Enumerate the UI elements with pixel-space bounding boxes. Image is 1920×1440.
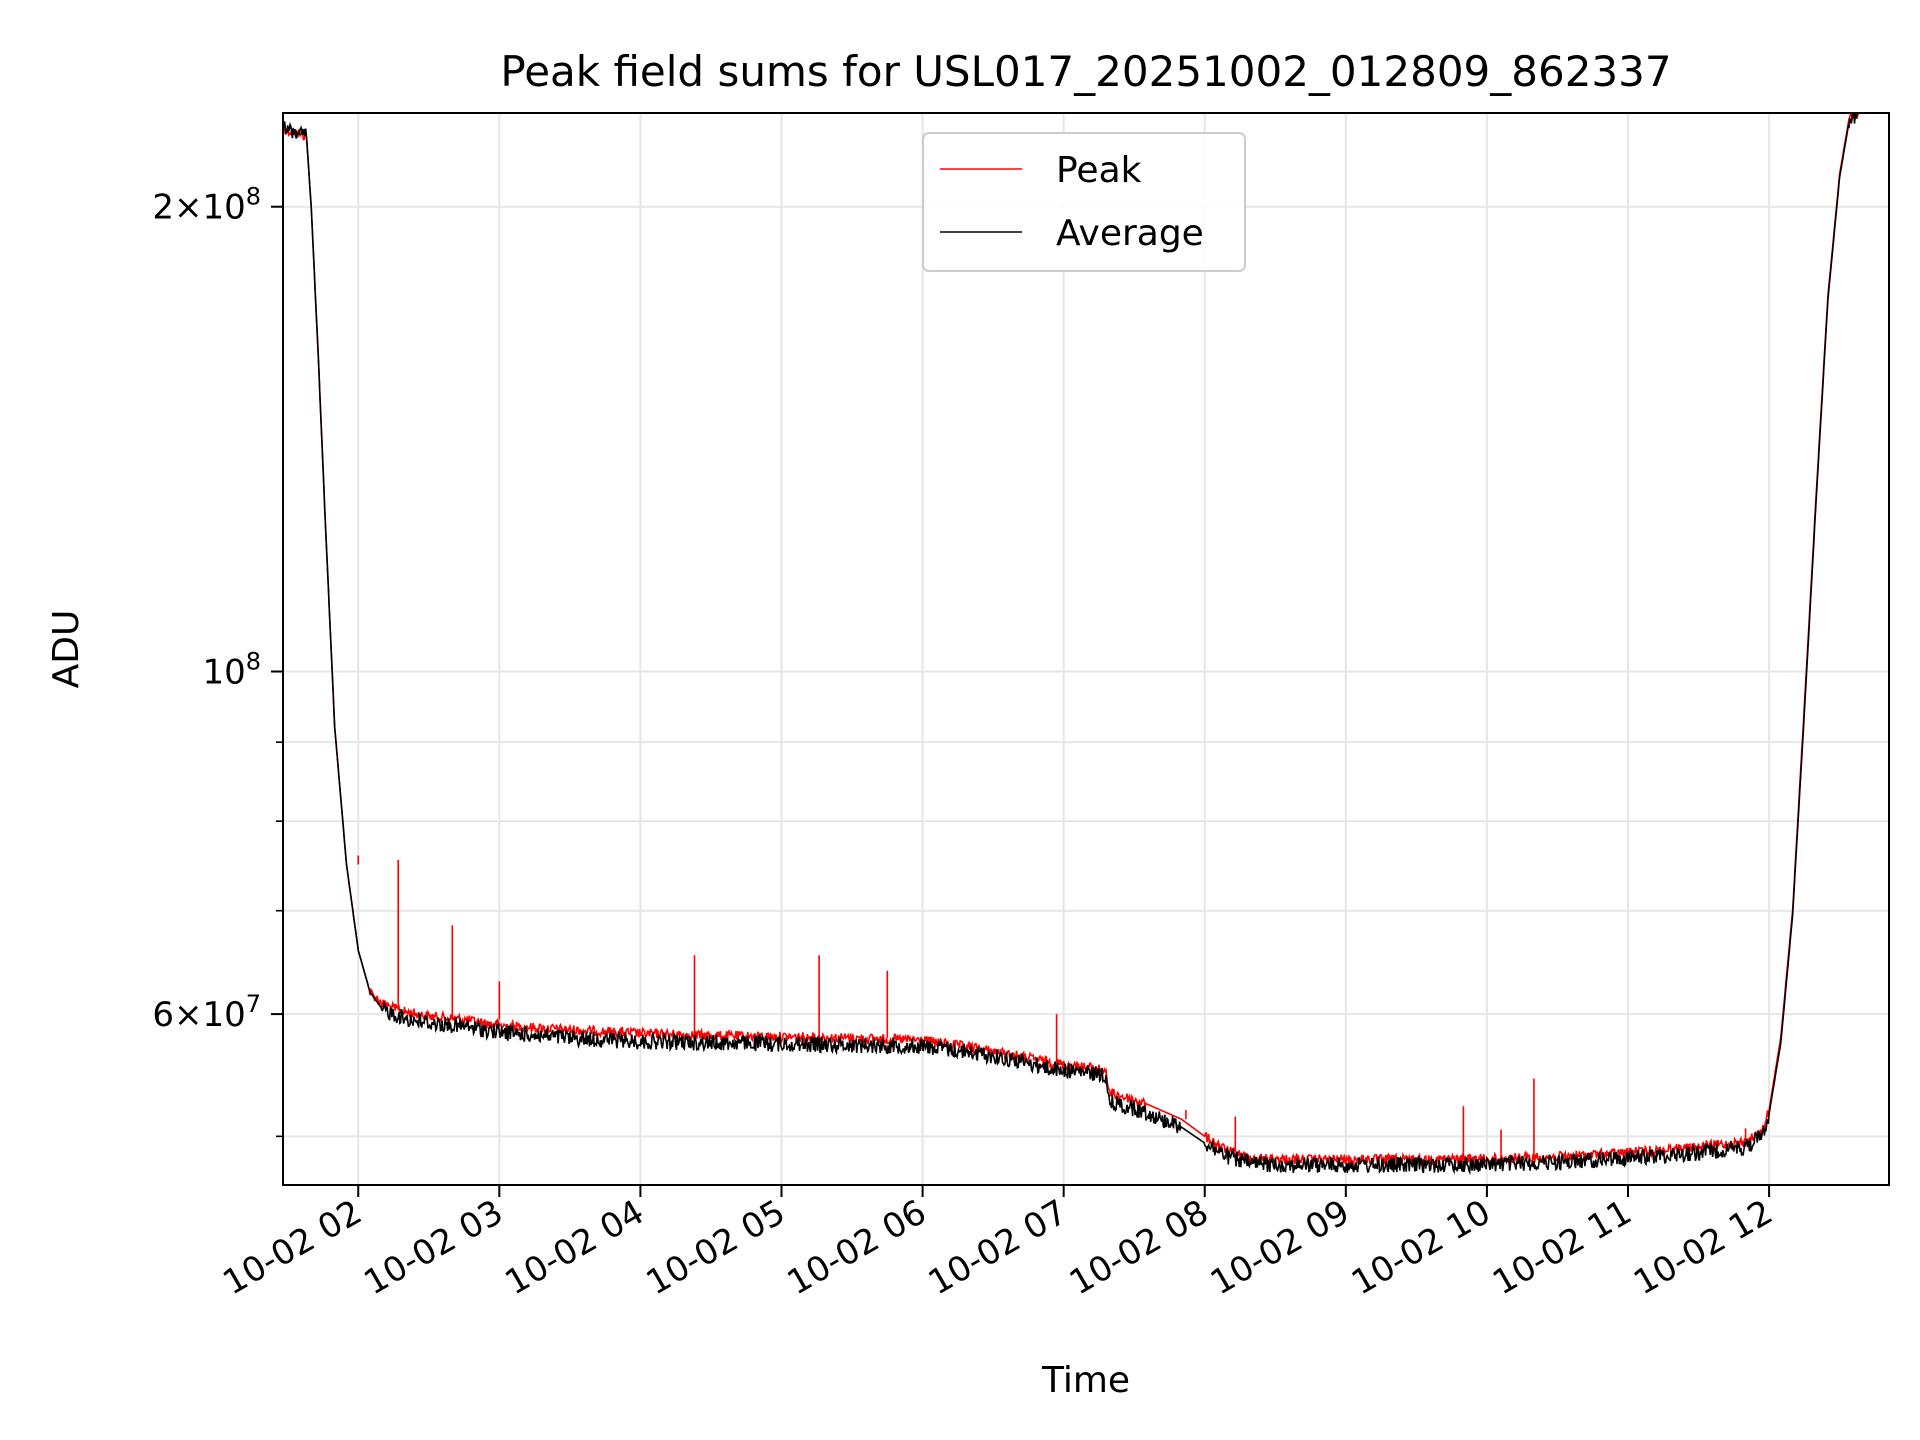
chart-title: Peak field sums for USL017_20251002_0128… [500,47,1671,96]
legend-label-peak: Peak [1056,150,1142,191]
x-axis-label: Time [1041,1360,1130,1401]
y-tick-label: 108 [202,648,261,693]
series-layer [283,113,1860,1176]
plot-frame [282,112,1890,1186]
legend-label-average: Average [1056,213,1204,254]
grid [283,113,1889,1185]
legend-box [922,132,1246,272]
series-line-average [283,113,1859,1176]
y-axis: 2×108 108 6×107 [152,183,283,1138]
y-tick-label: 2×108 [152,183,261,228]
legend: Peak Average [922,132,1246,272]
y-tick-label: 6×107 [152,990,261,1035]
y-axis-label: ADU [46,610,87,689]
